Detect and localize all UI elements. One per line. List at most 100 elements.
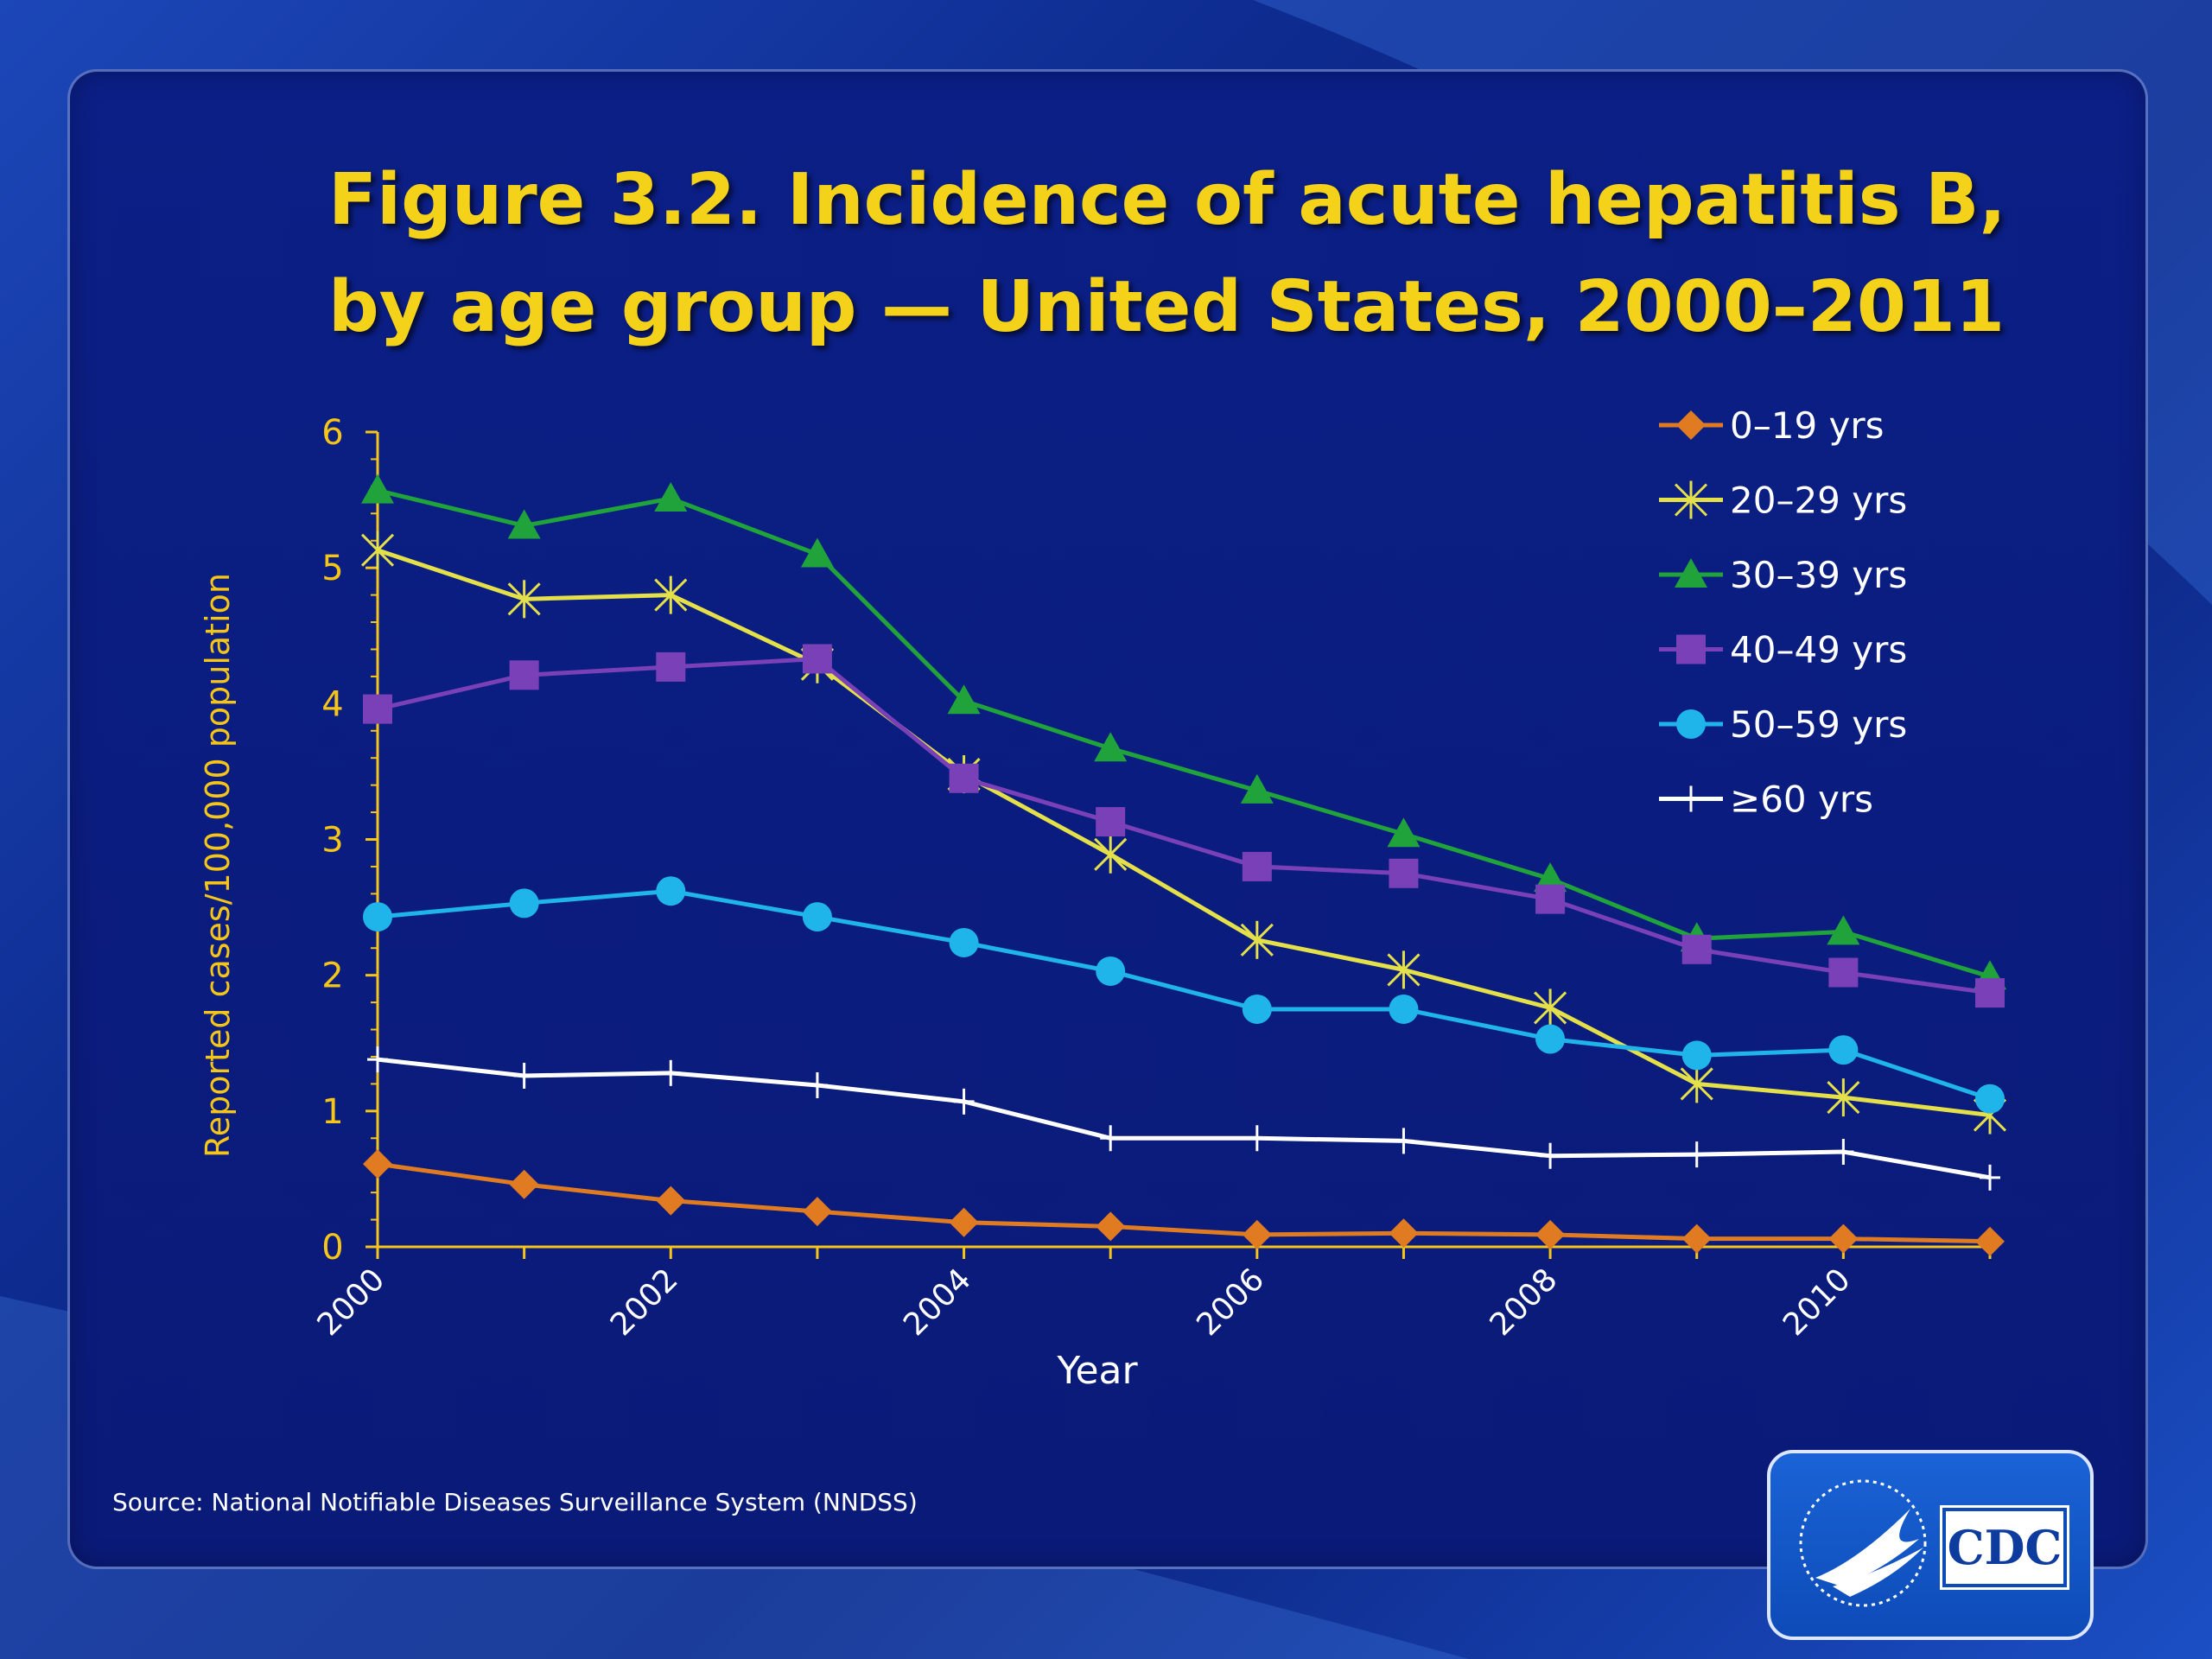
- series-5-point-shape: [1828, 1035, 1859, 1065]
- series-4-point-shape: [1242, 851, 1272, 881]
- series-1-point: [656, 1185, 686, 1216]
- x-tick-label: 2002: [604, 1262, 685, 1343]
- series-4-point: [1096, 807, 1126, 837]
- x-tick-label: 2008: [1484, 1262, 1565, 1343]
- series-6-point: [806, 1071, 828, 1098]
- series-3-point-shape: [1094, 732, 1128, 762]
- series-4-point: [1389, 858, 1419, 888]
- series-1-point-shape: [1681, 1224, 1712, 1254]
- series-2-point: [1240, 920, 1274, 959]
- cdc-logo-text: CDC: [1940, 1505, 2069, 1590]
- source-note: Source: National Notifiable Diseases Sur…: [112, 1488, 918, 1516]
- legend-item-4-marker: [1676, 634, 1706, 664]
- y-tick-label: 4: [321, 684, 343, 724]
- series-3-point-shape: [654, 482, 688, 512]
- series-2-point: [1827, 1078, 1860, 1117]
- series-3-point-shape: [947, 684, 981, 715]
- series-1-point: [1681, 1224, 1712, 1254]
- series-1-point: [1975, 1226, 2005, 1256]
- series-4-line: [377, 656, 1991, 995]
- legend-item-4-marker-shape: [1676, 634, 1706, 664]
- series-1-point-shape: [1242, 1219, 1272, 1249]
- series-6-point: [1246, 1125, 1268, 1152]
- series-4-point-shape: [1828, 957, 1859, 988]
- y-tick-label: 6: [321, 413, 343, 453]
- series-4-point: [363, 694, 392, 724]
- series-1-point: [1096, 1211, 1126, 1242]
- x-tick-label: 2000: [311, 1262, 392, 1343]
- series-1-point: [1389, 1218, 1419, 1249]
- series-6-point: [1980, 1164, 2000, 1191]
- series-4-point: [1535, 884, 1566, 914]
- series-4-point: [1242, 851, 1272, 881]
- series-1-point-shape: [1389, 1218, 1419, 1249]
- hhs-eagle-icon: [1799, 1479, 1927, 1607]
- series-5-point-shape: [949, 927, 979, 957]
- series-5-point-shape: [1681, 1040, 1712, 1071]
- series-4-point-shape: [1681, 934, 1712, 964]
- series-3-point: [507, 509, 541, 539]
- y-tick-label: 0: [321, 1228, 343, 1268]
- legend-item-2-marker: [1674, 480, 1708, 519]
- series-6-point: [1393, 1128, 1414, 1154]
- series-4-point-shape: [1535, 884, 1566, 914]
- series-3-line: [377, 488, 1991, 979]
- series-1-point-shape: [509, 1169, 539, 1199]
- series-1-point-shape: [949, 1207, 979, 1237]
- legend-item-6-marker: [1681, 785, 1701, 812]
- series-6-point: [1100, 1125, 1122, 1152]
- y-tick-label: 5: [321, 549, 343, 588]
- legend-item-1-marker: [1676, 410, 1706, 440]
- legend-item-2-label: 20–29 yrs: [1730, 480, 1907, 522]
- series-2-line: [377, 548, 1991, 1118]
- series-2-point: [1680, 1065, 1713, 1103]
- series-5-point: [363, 902, 392, 932]
- series-1-point: [1535, 1219, 1566, 1249]
- series-3-point: [361, 474, 394, 504]
- series-2-point: [654, 575, 688, 614]
- series-3-point-shape: [507, 509, 541, 539]
- series-5-point: [949, 927, 979, 957]
- series-5-point-shape: [1975, 1084, 2005, 1114]
- legend-item-5-label: 50–59 yrs: [1730, 703, 1907, 746]
- series-5-point-shape: [1242, 994, 1272, 1024]
- series-4-point-shape: [509, 660, 539, 690]
- series-4-point-shape: [802, 644, 832, 674]
- y-tick-label: 3: [321, 821, 343, 861]
- series-1-point-shape: [1535, 1219, 1566, 1249]
- y-tick-label: 1: [321, 1092, 343, 1132]
- series-2-point: [507, 580, 541, 619]
- series-3-point-shape: [1387, 817, 1421, 848]
- series-5-point: [1535, 1024, 1566, 1054]
- legend-item-3-label: 30–39 yrs: [1730, 554, 1907, 596]
- series-4-point-shape: [1975, 978, 2005, 1008]
- series-2-point: [1387, 950, 1421, 989]
- series-1-point: [949, 1207, 979, 1237]
- series-4-point-shape: [1389, 858, 1419, 888]
- series-5-point-shape: [509, 888, 539, 918]
- series-5-point: [1828, 1035, 1859, 1065]
- legend-item-3-marker: [1675, 558, 1707, 588]
- series-4-point: [656, 652, 686, 682]
- series-1-line: [377, 1161, 1991, 1244]
- series-5-point: [802, 902, 832, 932]
- series-3-point: [1094, 732, 1128, 762]
- legend-item-5-marker-shape: [1676, 709, 1706, 739]
- series-1-point: [1242, 1219, 1272, 1249]
- series-4-point-shape: [363, 694, 392, 724]
- series-3-point: [654, 482, 688, 512]
- series-4-point: [509, 660, 539, 690]
- series-6-point: [953, 1088, 975, 1115]
- series-5-line: [377, 888, 1991, 1102]
- series-6-point: [660, 1059, 682, 1086]
- series-5-point-shape: [1535, 1024, 1566, 1054]
- series-6-point: [1540, 1142, 1561, 1169]
- series-5-point-shape: [1096, 956, 1126, 986]
- series-1-point-shape: [363, 1149, 392, 1179]
- y-axis-title: Reported cases/100,000 population: [199, 573, 237, 1158]
- legend-item-1-marker-shape: [1676, 410, 1706, 440]
- series-1-point-shape: [1828, 1224, 1859, 1254]
- series-5-point: [509, 888, 539, 918]
- series-3-point: [800, 537, 834, 568]
